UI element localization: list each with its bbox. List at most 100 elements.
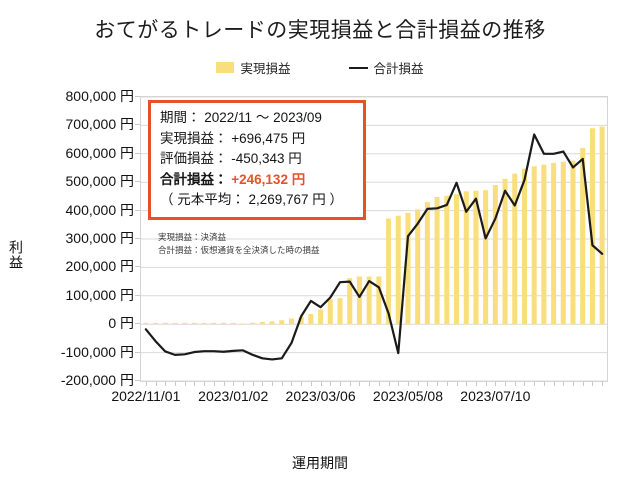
y-axis-labels: 800,000 円 700,000 円 600,000 円 500,000 円 400,…: [0, 0, 140, 480]
annotation-realized-label: 実現損益：: [160, 130, 228, 146]
footnote-block: 実現損益：決済益 合計損益：仮想通貨を全決済した時の損益: [158, 231, 320, 257]
bar: [463, 191, 469, 325]
x-axis-tick-mark: [340, 381, 342, 386]
bar: [356, 276, 362, 325]
x-axis-tick-mark: [272, 381, 274, 386]
y-axis-tick-mark: [135, 323, 140, 325]
bar: [288, 318, 295, 325]
bar: [269, 321, 275, 325]
x-axis-tick-mark: [466, 381, 468, 386]
x-axis-tick-mark: [505, 381, 507, 386]
bar: [551, 162, 557, 325]
chart-canvas: [141, 97, 607, 381]
annotation-valuation-value: -450,343 円: [231, 151, 302, 167]
x-axis-tick-mark: [407, 381, 409, 386]
bar: [415, 209, 421, 325]
x-axis-tick-mark: [427, 381, 429, 386]
x-axis-tick-mark: [301, 381, 303, 386]
bar: [473, 190, 479, 325]
footnote-line-1: 実現損益：決済益: [158, 232, 227, 242]
y-axis-tick-mark: [135, 181, 140, 183]
bar: [531, 166, 537, 325]
x-axis-tick-label: 2023/03/06: [285, 388, 356, 404]
bar: [230, 322, 236, 325]
bar: [376, 276, 382, 325]
x-axis-tick-mark: [223, 381, 225, 386]
bar: [259, 321, 265, 325]
y-axis-tick-label: -100,000 円: [60, 343, 134, 360]
x-axis-tick-mark: [563, 381, 565, 386]
bar: [347, 278, 353, 325]
bar: [318, 309, 324, 325]
bar: [512, 173, 518, 325]
x-axis-tick-mark: [145, 381, 147, 386]
bar: [211, 322, 217, 325]
page-title: おてがるトレードの実現損益と合計損益の推移: [94, 19, 546, 42]
x-axis-tick-mark: [262, 381, 264, 386]
y-axis-tick-label: 700,000 円: [65, 116, 135, 133]
y-axis-tick-label: -200,000 円: [60, 372, 134, 388]
annotation-row-principal: （ 元本平均： 2,269,767 円 ）: [160, 192, 344, 208]
bar: [143, 322, 149, 325]
x-axis-tick-mark: [378, 381, 380, 386]
bar: [308, 313, 314, 325]
y-axis-tick-label: 400,000 円: [65, 201, 135, 218]
bar: [444, 195, 450, 325]
bar: [162, 322, 168, 325]
bar: [366, 276, 372, 325]
x-axis-tick-mark: [281, 381, 283, 386]
line-swatch-icon: [348, 66, 368, 69]
x-axis-tick-mark: [310, 381, 312, 386]
y-axis-tick-label: 300,000 円: [65, 230, 135, 246]
x-axis-tick-mark: [359, 381, 361, 386]
y-axis-tick-mark: [135, 266, 140, 268]
y-axis-tick-label: 600,000 円: [65, 144, 135, 161]
x-axis-tick-mark: [213, 381, 215, 386]
x-axis-tick-mark: [524, 381, 526, 386]
annotation-row-period: 期間： 2022/11 〜 2023/09: [160, 108, 355, 129]
bar-series-realized: [143, 126, 605, 325]
y-axis-tick-label: 500,000 円: [65, 173, 135, 190]
bar: [191, 322, 197, 325]
bar: [589, 128, 595, 325]
x-axis-tick-mark: [475, 381, 477, 386]
bar: [453, 194, 460, 325]
annotation-period-value: 2022/11 〜 2023/09: [204, 110, 322, 125]
summary-annotation-box: 期間： 2022/11 〜 2023/09 実現損益： +696,475 円 評…: [148, 100, 366, 220]
x-axis-tick-mark: [602, 381, 604, 386]
plot-area: [140, 96, 608, 382]
x-axis-tick-mark: [349, 381, 351, 386]
legend-item-total: 合計損益: [348, 58, 424, 77]
y-axis-tick-mark: [135, 124, 140, 126]
x-axis-tick-mark: [291, 381, 293, 386]
bar: [405, 212, 411, 325]
bar-swatch-icon: [216, 62, 235, 73]
x-axis-tick-mark: [165, 381, 167, 386]
x-axis-tick-mark: [330, 381, 332, 386]
annotation-total-value: +246,132 円: [231, 171, 306, 187]
x-axis-tick-mark: [388, 381, 390, 386]
legend-label-realized: 実現損益: [240, 62, 291, 76]
bar: [580, 148, 586, 325]
x-axis-tick-mark: [233, 381, 235, 386]
bar: [434, 196, 440, 325]
bar: [172, 322, 178, 325]
x-axis-tick-mark: [252, 381, 254, 386]
y-axis-tick-mark: [135, 96, 140, 97]
y-axis-tick-mark: [135, 351, 140, 353]
bar: [201, 322, 207, 325]
x-axis-tick-mark: [369, 381, 371, 386]
x-axis-title: 運用期間: [292, 455, 348, 471]
annotation-row-total: 合計損益： +246,132 円: [160, 170, 355, 191]
annotation-period-label: 期間：: [160, 110, 201, 125]
x-axis-tick-mark: [485, 381, 487, 386]
bar: [337, 298, 343, 325]
y-axis-title: 利益: [8, 240, 24, 270]
annotation-valuation-label: 評価損益：: [160, 151, 228, 167]
bar: [220, 322, 227, 325]
y-axis-tick-mark: [135, 294, 140, 296]
bar: [492, 185, 498, 325]
bar: [521, 168, 528, 325]
annotation-total-label: 合計損益：: [160, 171, 228, 187]
